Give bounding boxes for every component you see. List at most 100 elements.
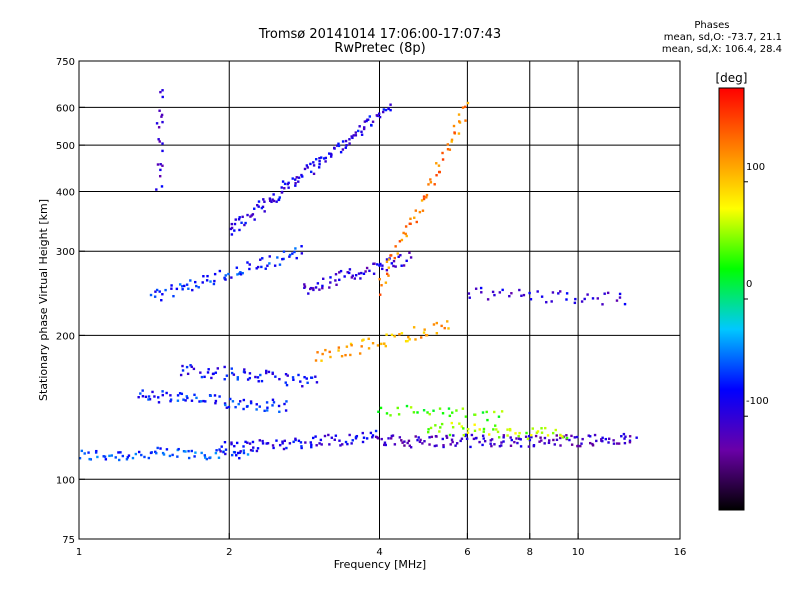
echo-point bbox=[450, 438, 454, 441]
echo-point bbox=[193, 393, 196, 397]
echo-point bbox=[385, 412, 389, 415]
echo-point bbox=[307, 292, 310, 295]
echo-point bbox=[213, 272, 217, 276]
echo-point bbox=[472, 437, 476, 441]
echo-point bbox=[189, 364, 192, 367]
echo-point bbox=[502, 440, 505, 443]
echo-point bbox=[288, 253, 292, 257]
echo-point bbox=[284, 373, 288, 376]
echo-point bbox=[306, 166, 309, 169]
echo-point bbox=[144, 395, 148, 399]
echo-point bbox=[384, 108, 388, 112]
echo-point bbox=[380, 437, 383, 441]
echo-point bbox=[413, 216, 416, 219]
echo-point bbox=[242, 449, 245, 452]
echo-point bbox=[182, 398, 185, 401]
echo-point bbox=[369, 431, 373, 435]
echo-point bbox=[158, 109, 161, 112]
echo-point bbox=[194, 280, 197, 284]
echo-point bbox=[435, 174, 438, 177]
echo-point bbox=[389, 108, 392, 112]
echo-point bbox=[536, 290, 539, 293]
chart-subtitle: RwPretec (8p) bbox=[334, 41, 426, 56]
echo-point bbox=[300, 252, 304, 255]
echo-point bbox=[164, 288, 167, 292]
echo-point bbox=[309, 287, 312, 291]
echo-point bbox=[304, 441, 307, 444]
echo-point bbox=[258, 439, 261, 442]
echo-point bbox=[482, 427, 486, 431]
echo-point bbox=[397, 413, 401, 416]
echo-point bbox=[489, 442, 492, 445]
echo-point bbox=[405, 234, 408, 238]
echo-point bbox=[185, 365, 189, 369]
echo-point bbox=[294, 181, 297, 185]
grid bbox=[79, 61, 680, 539]
echo-point bbox=[294, 178, 297, 181]
echo-point bbox=[519, 438, 522, 441]
echo-point bbox=[452, 124, 456, 128]
echo-point bbox=[155, 188, 158, 191]
echo-point bbox=[408, 251, 411, 254]
echo-point bbox=[391, 434, 395, 437]
echo-point bbox=[322, 277, 325, 280]
echo-point bbox=[573, 301, 577, 305]
echo-point bbox=[179, 373, 183, 377]
echo-point bbox=[530, 435, 533, 439]
echo-point bbox=[281, 180, 285, 183]
echo-point bbox=[422, 195, 426, 198]
echo-point bbox=[618, 292, 622, 296]
echo-point bbox=[448, 148, 452, 151]
echo-point bbox=[500, 444, 503, 447]
echo-point bbox=[385, 333, 388, 336]
echo-point bbox=[363, 126, 366, 129]
echo-point bbox=[271, 372, 274, 376]
echo-point bbox=[479, 286, 483, 290]
echo-point bbox=[323, 434, 327, 438]
echo-point bbox=[510, 438, 513, 442]
echo-point bbox=[184, 399, 187, 402]
echo-point bbox=[437, 164, 441, 167]
echo-point bbox=[190, 399, 194, 402]
echo-point bbox=[207, 368, 210, 371]
echo-point bbox=[187, 449, 190, 453]
echo-point bbox=[377, 410, 380, 413]
echo-point bbox=[271, 404, 274, 407]
echo-point bbox=[432, 323, 436, 326]
echo-point bbox=[360, 271, 363, 275]
echo-point bbox=[408, 338, 411, 341]
echo-point bbox=[508, 429, 512, 432]
echo-point bbox=[551, 431, 555, 435]
echo-point bbox=[425, 196, 428, 199]
echo-point bbox=[200, 451, 203, 455]
echo-point bbox=[588, 435, 592, 438]
echo-point bbox=[158, 174, 162, 178]
echo-point bbox=[249, 401, 253, 405]
echo-point bbox=[480, 291, 483, 294]
echo-point bbox=[230, 442, 233, 446]
echo-point bbox=[502, 434, 506, 437]
echo-point bbox=[513, 440, 516, 444]
x-axis: 1 2 4 6 8 10 16 bbox=[76, 533, 686, 558]
echo-point bbox=[393, 443, 397, 446]
echo-point bbox=[490, 444, 493, 448]
echo-point bbox=[278, 410, 281, 414]
echo-point bbox=[329, 355, 332, 359]
echo-point bbox=[150, 451, 153, 454]
echo-point bbox=[333, 438, 336, 441]
echo-point bbox=[357, 272, 361, 275]
echo-point bbox=[427, 428, 430, 431]
echo-point bbox=[161, 142, 164, 145]
echo-point bbox=[524, 435, 528, 438]
echo-point bbox=[491, 290, 495, 294]
echo-point bbox=[230, 441, 233, 444]
echo-point bbox=[319, 438, 323, 442]
echo-point bbox=[396, 406, 399, 410]
echo-point bbox=[509, 444, 513, 447]
echo-point bbox=[414, 209, 418, 212]
echo-point bbox=[338, 271, 341, 274]
echo-point bbox=[265, 401, 269, 404]
echo-point bbox=[347, 271, 351, 275]
echo-point bbox=[284, 381, 287, 384]
echo-point bbox=[517, 434, 520, 438]
